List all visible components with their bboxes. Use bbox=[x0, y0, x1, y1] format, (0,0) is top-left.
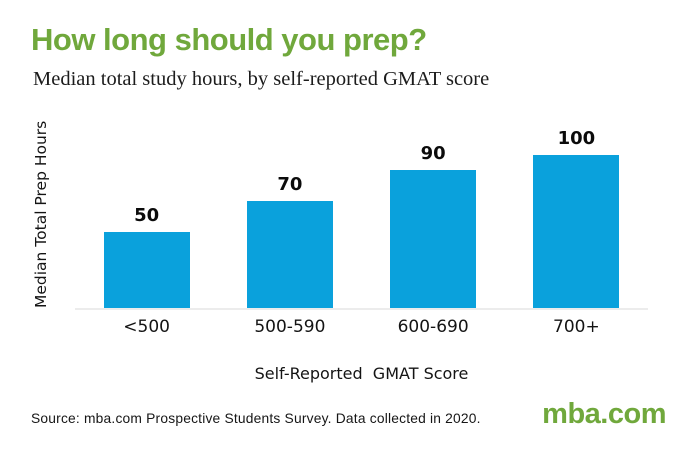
bar-value-label: 90 bbox=[420, 143, 446, 165]
source-text: Source: mba.com Prospective Students Sur… bbox=[31, 411, 481, 426]
bar bbox=[103, 231, 190, 308]
y-axis-label: Median Total Prep Hours bbox=[32, 120, 50, 308]
bar bbox=[390, 170, 477, 308]
x-tick-label: 600-690 bbox=[397, 317, 469, 337]
x-tick-label: 700+ bbox=[553, 317, 600, 337]
bar bbox=[246, 200, 333, 308]
bar-column: 100 bbox=[505, 128, 648, 308]
bar-column: 50 bbox=[75, 138, 218, 308]
x-tick-row: <500 500-590 600-690 700+ bbox=[75, 317, 648, 337]
bar-column: 90 bbox=[362, 138, 505, 308]
x-axis-label: Self-Reported GMAT Score bbox=[254, 364, 469, 383]
bar-value-label: 100 bbox=[557, 128, 596, 149]
chart-title: How long should you prep? bbox=[31, 22, 427, 57]
x-tick-label: <500 bbox=[123, 317, 170, 337]
chart-subtitle: Median total study hours, by self-report… bbox=[33, 68, 490, 90]
plot-area: 50 70 90 100 bbox=[75, 128, 648, 310]
x-tick-label: 500-590 bbox=[254, 317, 326, 337]
mba-com-logo: mba.com bbox=[542, 398, 666, 430]
bar-value-label: 50 bbox=[134, 204, 160, 226]
bar-value-label: 70 bbox=[277, 173, 303, 195]
bar-column: 70 bbox=[218, 138, 361, 308]
bar bbox=[533, 155, 620, 308]
